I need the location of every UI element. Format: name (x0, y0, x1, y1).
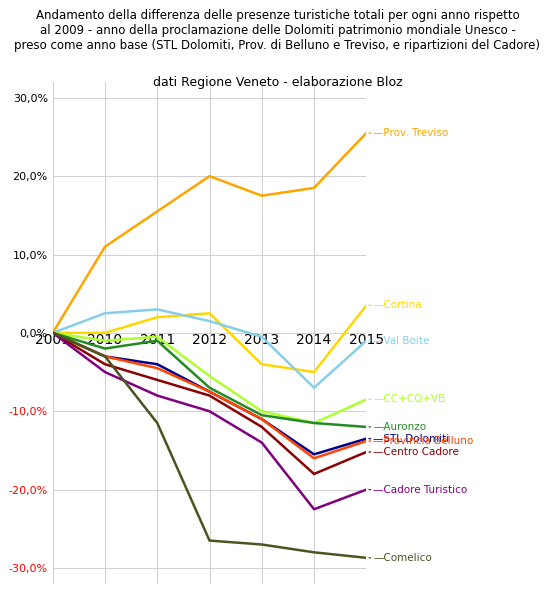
Text: —Prov. Treviso: —Prov. Treviso (373, 128, 448, 138)
Text: —STL Dolomiti: —STL Dolomiti (373, 434, 450, 444)
Text: —Comelico: —Comelico (373, 553, 432, 563)
Text: —Cadore Turistico: —Cadore Turistico (373, 485, 467, 495)
Text: —Auronzo: —Auronzo (373, 422, 426, 432)
Text: —Val Boite: —Val Boite (373, 336, 430, 346)
Text: —Cortina: —Cortina (373, 300, 422, 311)
Text: Andamento della differenza delle presenze turistiche totali per ogni anno rispet: Andamento della differenza delle presenz… (14, 9, 541, 52)
Text: —Provincia Belluno: —Provincia Belluno (373, 436, 473, 446)
Text: —CC+CO+VB: —CC+CO+VB (373, 395, 445, 404)
Text: —Centro Cadore: —Centro Cadore (373, 447, 459, 457)
Text: dati Regione Veneto - elaborazione Bloz: dati Regione Veneto - elaborazione Bloz (153, 76, 402, 89)
